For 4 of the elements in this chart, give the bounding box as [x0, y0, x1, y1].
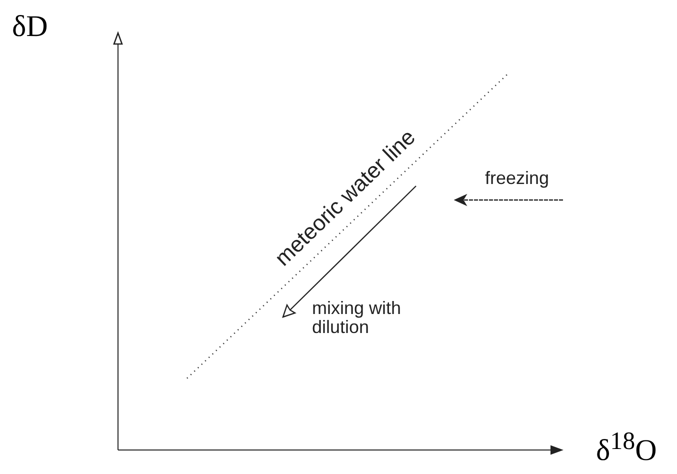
annotation: mixing with dilution: [312, 298, 402, 337]
x-axis-title: δ$^{18}$O: [596, 428, 657, 468]
annotation: freezing: [485, 168, 550, 188]
y-axis-title: δD: [12, 10, 48, 44]
